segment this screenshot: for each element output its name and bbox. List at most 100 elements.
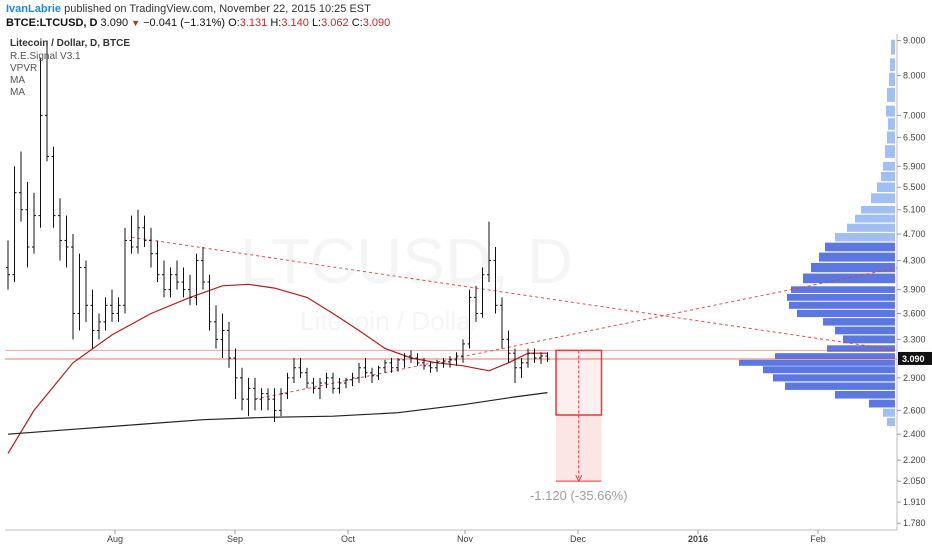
- ohlc-bar[interactable]: [246, 377, 251, 417]
- volume-profile-bar: [843, 335, 895, 344]
- ohlc-bar[interactable]: [383, 359, 387, 373]
- ohlc-bar[interactable]: [227, 321, 231, 368]
- ohlc-bar[interactable]: [337, 377, 342, 394]
- ohlc-bar[interactable]: [162, 260, 166, 298]
- ohlc-bar[interactable]: [344, 377, 348, 389]
- ohlc-bar[interactable]: [181, 267, 186, 298]
- ohlc-bar[interactable]: [259, 388, 264, 411]
- ohlc-bar[interactable]: [272, 388, 277, 423]
- ohlc-bar[interactable]: [435, 359, 439, 372]
- ohlc-bar[interactable]: [279, 388, 283, 417]
- ohlc-bar[interactable]: [97, 313, 101, 340]
- ohlc-bar[interactable]: [532, 348, 537, 363]
- ohlc-bar[interactable]: [253, 377, 257, 411]
- ohlc-bar[interactable]: [12, 166, 17, 283]
- ohlc-bar[interactable]: [116, 297, 121, 322]
- ohlc-bar[interactable]: [402, 353, 407, 368]
- ohlc-bar[interactable]: [428, 361, 433, 373]
- ohlc-bar[interactable]: [142, 215, 147, 247]
- ohlc-bar[interactable]: [480, 267, 485, 318]
- ohlc-bar[interactable]: [461, 339, 465, 363]
- ohlc-bar[interactable]: [110, 289, 114, 322]
- ohlc-bar[interactable]: [422, 357, 426, 370]
- ohlc-bar[interactable]: [168, 267, 173, 298]
- volume-profile-bar: [811, 262, 895, 273]
- legend-indicator-4[interactable]: MA: [10, 87, 25, 98]
- ohlc-bar[interactable]: [519, 357, 524, 378]
- close-value: 3.090: [362, 17, 391, 29]
- y-tick-label: 8.000: [903, 71, 926, 81]
- ohlc-bar[interactable]: [389, 357, 394, 373]
- ohlc-bar[interactable]: [71, 234, 75, 340]
- ohlc-bar[interactable]: [188, 274, 192, 306]
- change-value: −0.041 (−1.31%): [143, 17, 226, 29]
- legend-indicator-2[interactable]: VPVR: [10, 63, 37, 74]
- y-tick-label: 2.050: [903, 476, 926, 486]
- ohlc-bar[interactable]: [77, 253, 82, 331]
- ohlc-bar[interactable]: [363, 357, 368, 378]
- ohlc-bar[interactable]: [376, 365, 381, 380]
- trend-line[interactable]: [131, 236, 898, 351]
- author-link[interactable]: IvanLabrie: [6, 3, 62, 15]
- ohlc-bar[interactable]: [415, 353, 420, 366]
- ohlc-bar[interactable]: [454, 352, 459, 366]
- ohlc-bar[interactable]: [103, 297, 108, 331]
- ohlc-bar[interactable]: [175, 260, 179, 290]
- ohlc-bar[interactable]: [6, 240, 10, 290]
- ohlc-bar[interactable]: [155, 240, 160, 283]
- ohlc-bar[interactable]: [25, 181, 30, 268]
- ohlc-bar[interactable]: [233, 348, 238, 400]
- ohlc-bar[interactable]: [526, 348, 530, 368]
- ohlc-bar[interactable]: [305, 367, 309, 389]
- ohlc-bar[interactable]: [285, 372, 290, 400]
- ohlc-bar[interactable]: [331, 372, 335, 394]
- ohlc-bar[interactable]: [194, 253, 199, 306]
- ohlc-bar[interactable]: [357, 362, 361, 384]
- ohlc-bar[interactable]: [129, 215, 134, 254]
- ohlc-bar[interactable]: [506, 330, 511, 363]
- legend-indicator-1[interactable]: R.E.Signal V3.1: [10, 51, 81, 62]
- ohlc-bar[interactable]: [513, 348, 517, 384]
- ohlc-bar[interactable]: [207, 274, 212, 331]
- ohlc-bar[interactable]: [51, 146, 56, 228]
- ohlc-bar[interactable]: [240, 367, 244, 411]
- ohlc-bar[interactable]: [500, 297, 504, 349]
- ohlc-bar[interactable]: [123, 227, 127, 314]
- legend-indicator-3[interactable]: MA: [10, 75, 25, 86]
- ohlc-bar[interactable]: [58, 198, 62, 261]
- ohlc-bar[interactable]: [149, 227, 153, 268]
- ohlc-bar[interactable]: [64, 215, 69, 268]
- ohlc-bar[interactable]: [545, 352, 550, 362]
- ohlc-bar[interactable]: [19, 151, 23, 222]
- ohlc-bar[interactable]: [350, 372, 355, 387]
- ohlc-bar[interactable]: [539, 352, 543, 364]
- ohlc-bar[interactable]: [448, 356, 452, 368]
- trend-line[interactable]: [254, 267, 898, 400]
- ohlc-bar[interactable]: [409, 350, 413, 363]
- ohlc-bar[interactable]: [266, 388, 270, 411]
- ohlc-bar[interactable]: [474, 285, 478, 322]
- ohlc-bar[interactable]: [220, 313, 225, 358]
- ohlc-bar[interactable]: [32, 192, 36, 254]
- ohlc-bar[interactable]: [370, 367, 374, 384]
- ohlc-bar[interactable]: [441, 357, 446, 368]
- ohlc-bar[interactable]: [318, 377, 322, 400]
- ohlc-bar[interactable]: [292, 357, 296, 384]
- ohlc-bar[interactable]: [38, 57, 43, 228]
- ohlc-bar[interactable]: [493, 246, 498, 314]
- ohlc-bar[interactable]: [324, 372, 329, 389]
- ohlc-bar[interactable]: [298, 357, 303, 378]
- ohlc-bar[interactable]: [90, 289, 95, 349]
- volume-profile-bar: [883, 161, 895, 171]
- ohlc-bar[interactable]: [136, 209, 140, 254]
- ohlc-bar[interactable]: [311, 377, 316, 394]
- ohlc-bar[interactable]: [84, 260, 88, 322]
- ohlc-bar[interactable]: [214, 305, 218, 349]
- ohlc-bar[interactable]: [487, 221, 491, 283]
- ohlc-bar[interactable]: [45, 40, 49, 162]
- ohlc-bar[interactable]: [396, 357, 400, 372]
- ohlc-bar[interactable]: [467, 289, 472, 349]
- ohlc-bar[interactable]: [201, 246, 205, 290]
- high-value: 3.140: [281, 17, 309, 29]
